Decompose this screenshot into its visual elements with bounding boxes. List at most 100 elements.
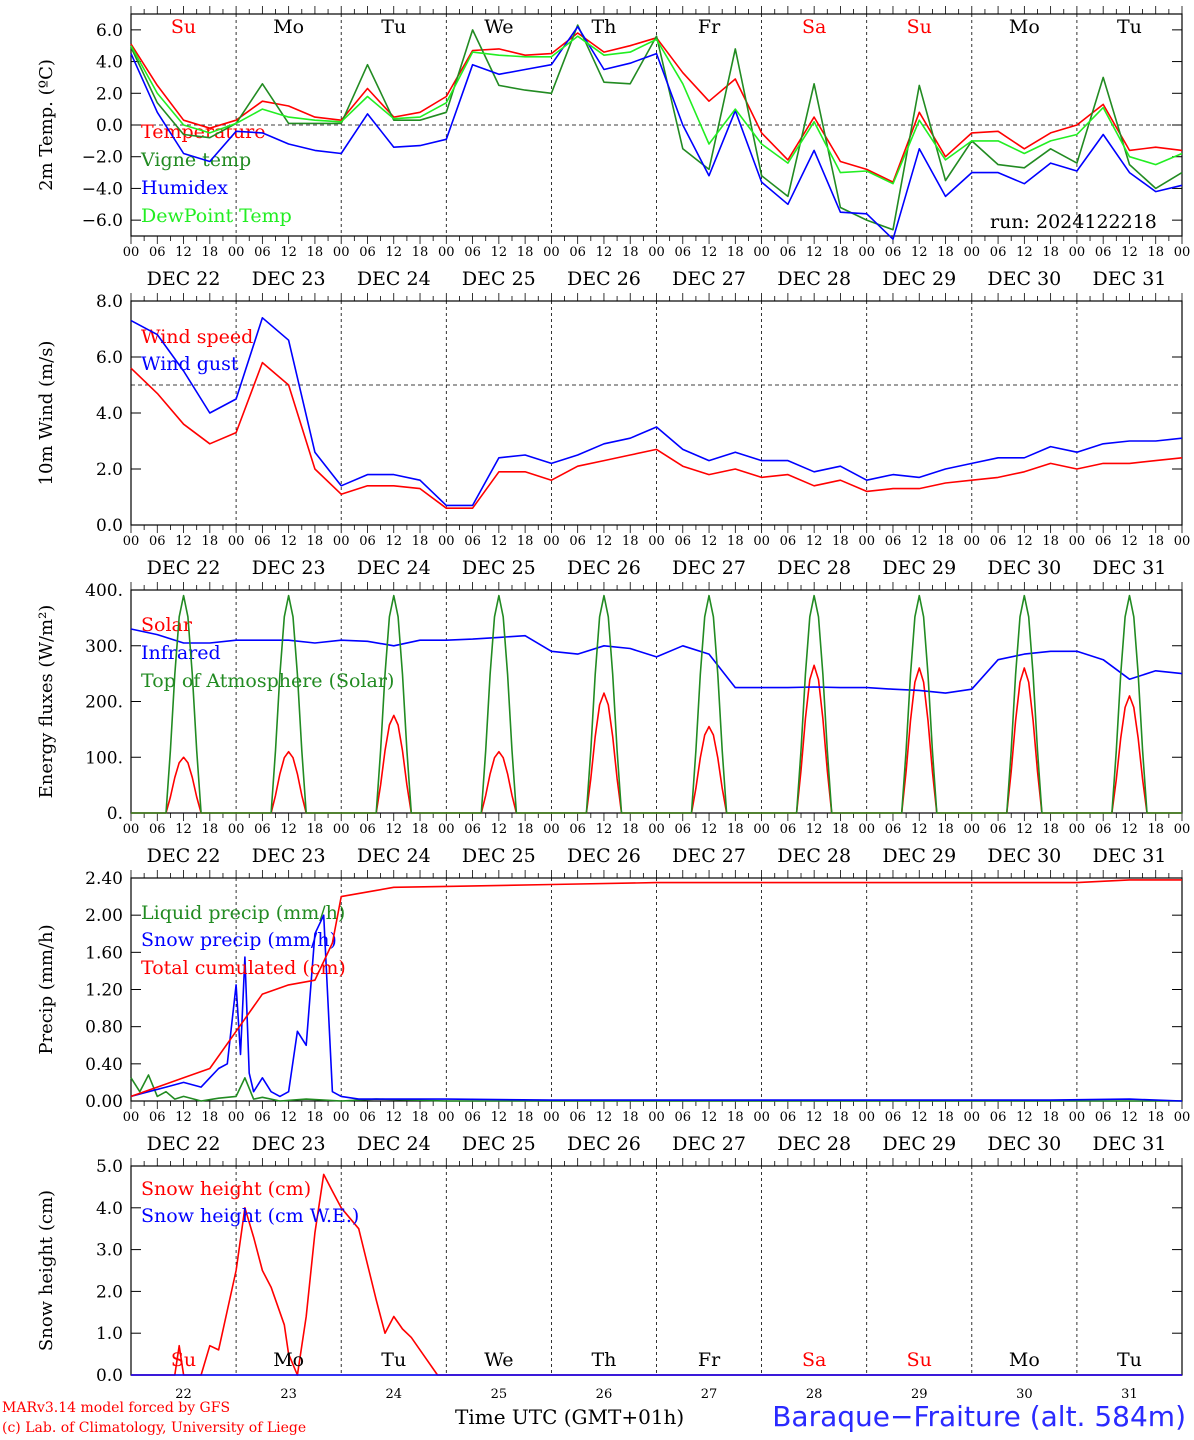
date-label: DEC 28 — [777, 845, 851, 867]
hour-tick-label: 06 — [464, 245, 481, 260]
x-axis-title: Time UTC (GMT+01h) — [455, 1405, 685, 1429]
y-tick-label: 100. — [85, 748, 123, 768]
y-tick-label: 2.00 — [85, 906, 123, 926]
hour-tick-label: 18 — [727, 822, 744, 837]
hour-tick-label: 12 — [385, 245, 402, 260]
hour-tick-label: 18 — [1042, 534, 1059, 549]
bottom-day-number: 27 — [701, 1387, 718, 1402]
date-label: DEC 26 — [567, 557, 641, 579]
hour-tick-label: 12 — [1121, 245, 1138, 260]
hour-tick-label: 00 — [1174, 245, 1191, 260]
hour-tick-label: 00 — [333, 1110, 350, 1125]
hour-tick-label: 12 — [1016, 534, 1033, 549]
hour-tick-label: 12 — [911, 245, 928, 260]
hour-tick-label: 00 — [228, 245, 245, 260]
legend-entry: Vigne temp — [140, 149, 251, 171]
hour-tick-label: 18 — [727, 1110, 744, 1125]
bottom-day-number: 28 — [806, 1387, 823, 1402]
hour-tick-label: 06 — [990, 534, 1007, 549]
hour-tick-label: 12 — [175, 534, 192, 549]
hour-tick-label: 06 — [1095, 1110, 1112, 1125]
hour-tick-label: 00 — [858, 534, 875, 549]
hour-tick-label: 18 — [1147, 534, 1164, 549]
day-name-bottom: Mo — [1009, 1349, 1040, 1371]
hour-tick-label: 00 — [123, 534, 140, 549]
hour-tick-label: 18 — [937, 822, 954, 837]
y-tick-label: 2.0 — [96, 84, 123, 104]
hour-tick-label: 18 — [937, 245, 954, 260]
y-tick-label: −2.0 — [82, 148, 123, 168]
date-label: DEC 22 — [147, 557, 221, 579]
hour-tick-label: 18 — [307, 245, 324, 260]
hour-tick-label: 06 — [780, 534, 797, 549]
series-line-4-2 — [130, 914, 1183, 1102]
day-name-top: We — [484, 16, 513, 38]
hour-tick-label: 18 — [412, 534, 429, 549]
hour-tick-label: 06 — [149, 1110, 166, 1125]
date-label: DEC 22 — [147, 845, 221, 867]
hour-tick-label: 06 — [569, 245, 586, 260]
panel-1: 6.0 4.0 2.0 0.0 −2.0 −4.0 −6.0 2m Temp. (ºC) 00 0… — [36, 6, 1190, 290]
panel-3: 400. 300. 200. 100. 0. Energy fluxes (W/m²) 00… — [36, 581, 1190, 867]
hour-tick-label: 06 — [464, 534, 481, 549]
y-axis-label: 2m Temp. (ºC) — [36, 59, 57, 191]
day-name-bottom: Mo — [273, 1349, 304, 1371]
y-tick-label: −6.0 — [82, 211, 123, 231]
date-label: DEC 29 — [882, 557, 956, 579]
hour-tick-label: 06 — [149, 822, 166, 837]
hour-tick-label: 12 — [701, 1110, 718, 1125]
hour-tick-label: 00 — [438, 245, 455, 260]
y-tick-label: 2.0 — [96, 1282, 123, 1302]
y-tick-label: 0.00 — [85, 1092, 123, 1112]
hour-tick-label: 12 — [175, 245, 192, 260]
y-tick-label: 0.80 — [85, 1018, 123, 1038]
y-axis-label: Snow height (cm) — [36, 1190, 57, 1351]
date-label: DEC 24 — [357, 557, 431, 579]
run-label: run: 2024122218 — [990, 211, 1157, 233]
hour-tick-label: 12 — [280, 822, 297, 837]
y-tick-label: 4.0 — [96, 53, 123, 73]
legend-entry: Wind gust — [141, 353, 239, 375]
date-label: DEC 22 — [147, 1133, 221, 1155]
hour-tick-label: 00 — [543, 534, 560, 549]
hour-tick-label: 18 — [622, 534, 639, 549]
hour-tick-label: 00 — [753, 822, 770, 837]
hour-tick-label: 00 — [123, 822, 140, 837]
day-name-bottom: Th — [591, 1349, 616, 1371]
day-name-top: Su — [171, 16, 196, 38]
date-label: DEC 28 — [777, 557, 851, 579]
hour-tick-label: 00 — [333, 534, 350, 549]
hour-tick-label: 18 — [1042, 245, 1059, 260]
date-label: DEC 31 — [1093, 1133, 1167, 1155]
hour-tick-label: 00 — [858, 245, 875, 260]
day-name-bottom: Su — [171, 1349, 196, 1371]
hour-tick-label: 00 — [438, 1110, 455, 1125]
hour-tick-label: 12 — [701, 245, 718, 260]
bottom-day-number: 30 — [1016, 1387, 1033, 1402]
hour-tick-label: 06 — [254, 822, 271, 837]
hour-tick-label: 18 — [622, 245, 639, 260]
hour-tick-label: 06 — [1095, 245, 1112, 260]
hour-tick-label: 18 — [412, 1110, 429, 1125]
legend-entry: DewPoint Temp — [141, 205, 292, 227]
hour-tick-label: 18 — [1042, 1110, 1059, 1125]
hour-tick-label: 06 — [885, 1110, 902, 1125]
series-line-2-2 — [130, 317, 1183, 507]
day-name-top: Tu — [1117, 16, 1142, 38]
date-label: DEC 23 — [252, 845, 326, 867]
bottom-day-number: 25 — [491, 1387, 508, 1402]
hour-tick-label: 12 — [280, 245, 297, 260]
hour-tick-label: 06 — [149, 245, 166, 260]
y-axis-label: Precip (mm/h) — [36, 924, 57, 1054]
series-line-1-4 — [130, 35, 1183, 185]
hour-tick-label: 00 — [858, 1110, 875, 1125]
legend-entry: Solar — [141, 614, 193, 636]
date-label: DEC 23 — [252, 1133, 326, 1155]
hour-tick-label: 00 — [1069, 245, 1086, 260]
hour-tick-label: 12 — [1016, 245, 1033, 260]
day-name-bottom: Sa — [802, 1349, 826, 1371]
day-name-bottom: Fr — [698, 1349, 721, 1371]
date-label: DEC 24 — [357, 1133, 431, 1155]
hour-tick-label: 12 — [806, 822, 823, 837]
